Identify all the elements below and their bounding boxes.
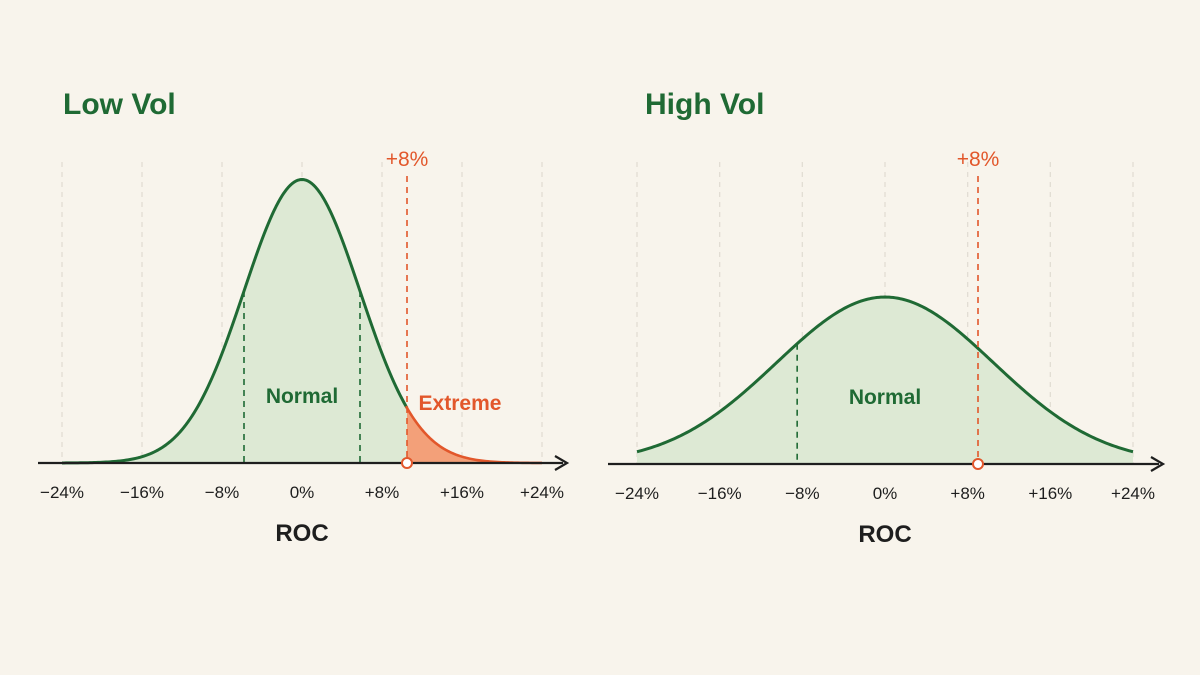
- x-tick-label: +24%: [520, 483, 564, 502]
- region-label-normal: Normal: [266, 385, 338, 408]
- x-axis-title: ROC: [858, 521, 911, 548]
- threshold-marker: [972, 458, 984, 470]
- region-area-normal: [637, 297, 1133, 464]
- chart-panel-high-vol: −24% −16% −8% 0% +8% +16% +24% ROC High Vol +8% No…: [608, 88, 1166, 548]
- threshold-label: +8%: [957, 148, 1000, 171]
- threshold-marker: [401, 457, 413, 469]
- x-axis-arrow-icon: [1150, 456, 1166, 472]
- x-axis-title: ROC: [275, 520, 328, 547]
- x-tick-label: −24%: [40, 483, 84, 502]
- x-tick-label: +16%: [440, 483, 484, 502]
- distribution-curve: [636, 295, 1134, 454]
- x-tick-label: −16%: [120, 483, 164, 502]
- x-axis-arrow-icon: [554, 455, 570, 471]
- chart-panel-low-vol: −24% −16% −8% 0% +8% +16% +24% ROC Low Vol +8% Nor…: [38, 88, 570, 547]
- x-tick-label: +16%: [1028, 484, 1072, 503]
- x-tick-label: +24%: [1111, 484, 1155, 503]
- distribution-curve: [61, 178, 409, 465]
- x-tick-label: −24%: [615, 484, 659, 503]
- region-label-extreme: Extreme: [419, 392, 502, 415]
- x-tick-label: −16%: [698, 484, 742, 503]
- threshold-label: +8%: [386, 148, 429, 171]
- x-tick-label: +8%: [950, 484, 985, 503]
- x-tick-label: −8%: [785, 484, 820, 503]
- chart-title: Low Vol: [63, 88, 176, 121]
- region-label-normal: Normal: [849, 386, 921, 409]
- region-area-extreme: [407, 407, 542, 463]
- x-tick-label: 0%: [290, 483, 315, 502]
- x-tick-label: −8%: [205, 483, 240, 502]
- x-tick-label: +8%: [365, 483, 400, 502]
- x-tick-label: 0%: [873, 484, 898, 503]
- chart-title: High Vol: [645, 88, 764, 121]
